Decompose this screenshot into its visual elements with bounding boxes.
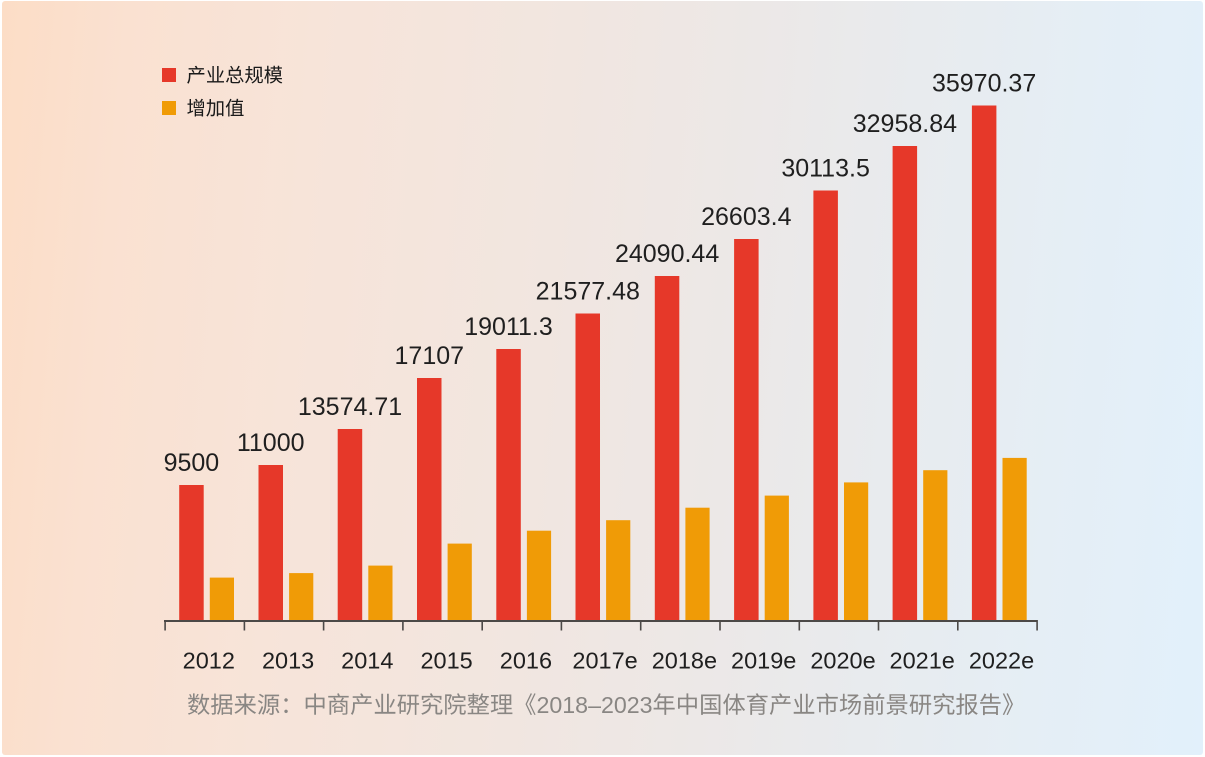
- svg-text:21577.48: 21577.48: [536, 278, 640, 306]
- svg-text:35970.37: 35970.37: [932, 70, 1036, 98]
- svg-text:11000: 11000: [237, 429, 305, 457]
- svg-text:17107: 17107: [395, 342, 465, 370]
- svg-text:2017e: 2017e: [572, 648, 637, 674]
- svg-text:2012: 2012: [183, 648, 235, 674]
- svg-text:2018e: 2018e: [652, 648, 717, 674]
- svg-text:24090.44: 24090.44: [615, 240, 719, 268]
- svg-text:26603.4: 26603.4: [701, 203, 791, 231]
- svg-text:2021e: 2021e: [890, 648, 955, 674]
- svg-text:2019e: 2019e: [731, 648, 796, 674]
- svg-text:13574.71: 13574.71: [298, 393, 402, 421]
- svg-text:2016: 2016: [500, 648, 552, 674]
- svg-text:2013: 2013: [262, 648, 314, 674]
- svg-text:2020e: 2020e: [810, 648, 875, 674]
- svg-text:2014: 2014: [341, 648, 393, 674]
- svg-text:19011.3: 19011.3: [464, 313, 553, 341]
- svg-text:2022e: 2022e: [969, 648, 1034, 674]
- svg-text:30113.5: 30113.5: [781, 155, 870, 183]
- svg-text:2018–2023: 2018–2023: [537, 692, 653, 718]
- svg-text:9500: 9500: [164, 449, 220, 477]
- svg-text:32958.84: 32958.84: [853, 110, 957, 138]
- svg-text:2015: 2015: [420, 648, 472, 674]
